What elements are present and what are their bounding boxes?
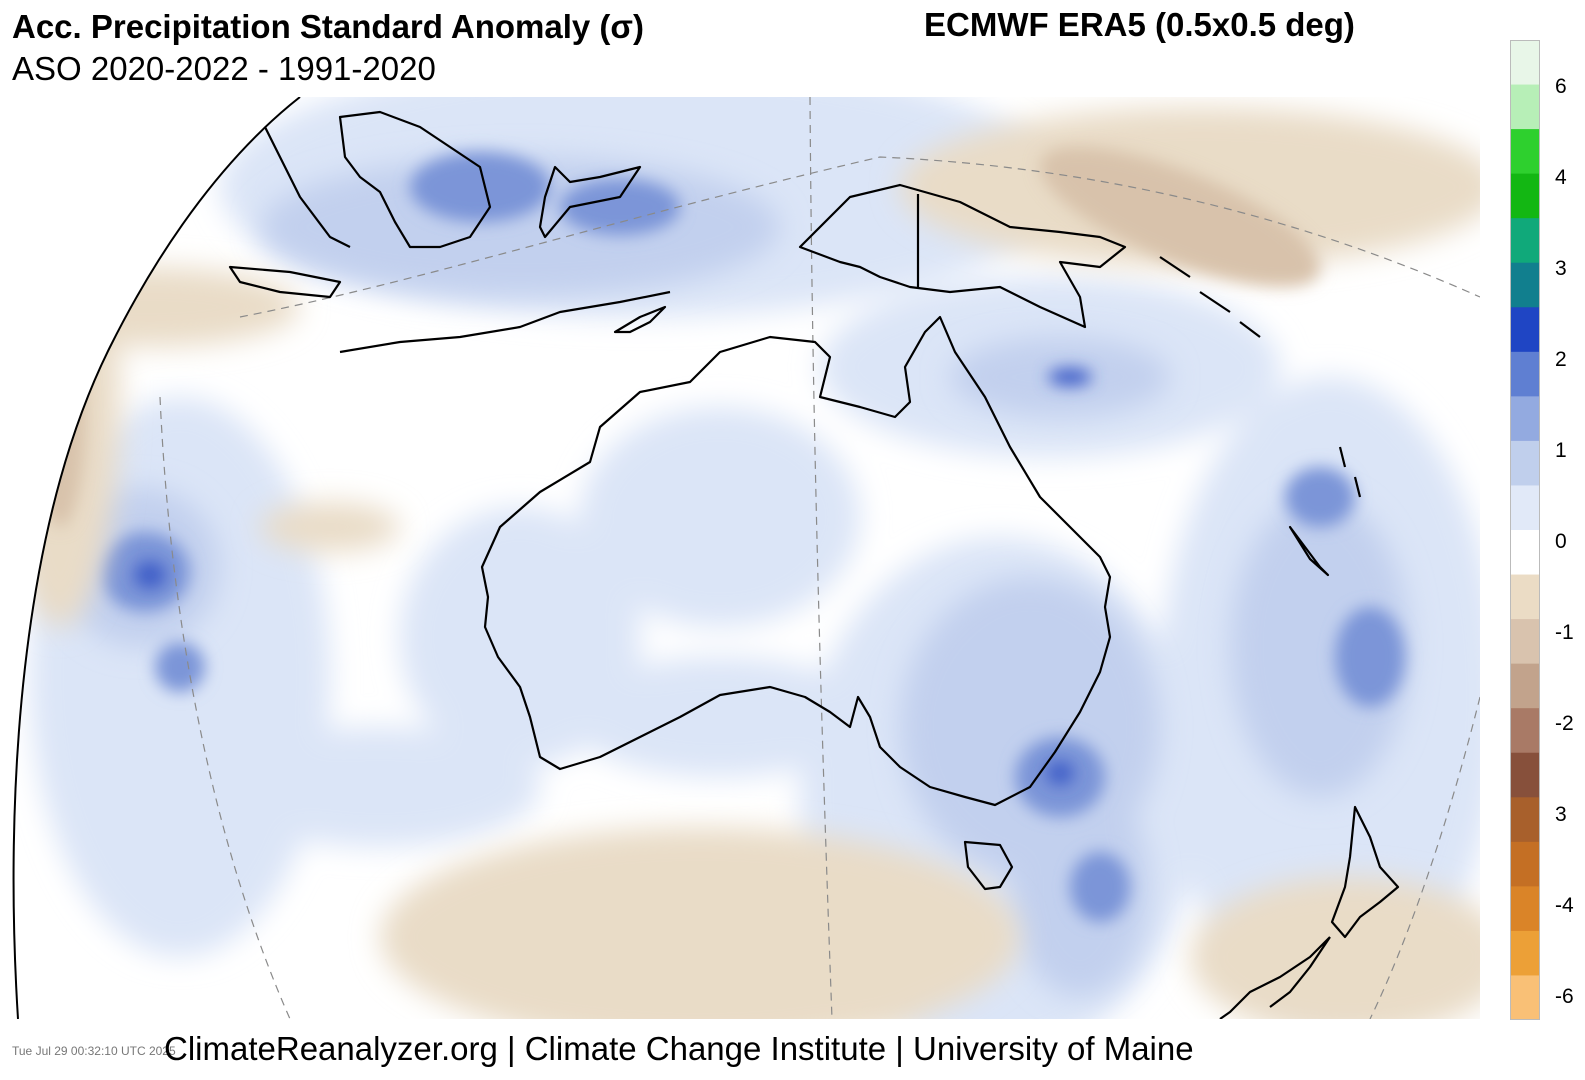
colorbar-swatch [1510,129,1540,175]
colorbar-label-neg2: -2 [1555,712,1574,735]
colorbar-label-neg6: -6 [1555,985,1574,1008]
colorbar-swatch [1510,886,1540,932]
colorbar-swatch [1510,975,1540,1020]
coastlines [228,97,1400,1019]
colorbar-swatch [1510,485,1540,531]
globe-edge [12,97,301,1019]
sulawesi [538,165,642,239]
colorbar-label-1: 1 [1555,439,1567,462]
colorbar-swatch [1510,663,1540,709]
borneo [338,110,492,249]
australia-outline [480,315,1112,807]
timestamp: Tue Jul 29 00:32:10 UTC 2025 [12,1044,176,1058]
colorbar-swatch [1510,396,1540,442]
new-zealand-north [1330,805,1400,939]
colorbar-swatches [1510,40,1540,1020]
colorbar-label-neg1: -1 [1555,621,1574,644]
colorbar-swatch [1510,752,1540,798]
colorbar-swatch [1510,351,1540,397]
colorbar-label-3: 3 [1555,257,1567,280]
anomaly-map [12,97,1480,1019]
colorbar-swatch [1510,530,1540,576]
colorbar-swatch [1510,841,1540,887]
new-guinea-outline [798,183,1127,329]
colorbar-swatch [1510,218,1540,264]
colorbar-swatch [1510,84,1540,130]
lesser-sunda [339,290,671,354]
dataset-label: ECMWF ERA5 (0.5x0.5 deg) [924,6,1355,43]
colorbar-label-0: 0 [1555,530,1567,553]
tasmania-outline [963,840,1014,891]
colorbar-swatch [1510,262,1540,308]
graticule-lines [159,97,1480,1019]
colorbar [1510,40,1540,1020]
colorbar-swatch [1510,930,1540,976]
new-zealand-south [1219,936,1331,1019]
colorbar-swatch [1510,40,1540,86]
map-subtitle: ASO 2020-2022 - 1991-2020 [12,50,436,87]
colorbar-label-2: 2 [1555,348,1567,371]
timor [613,305,667,334]
solomon-islands [1159,256,1261,338]
colorbar-label-6: 6 [1555,75,1567,98]
new-caledonia [1288,525,1330,577]
colorbar-label-4: 4 [1555,166,1567,189]
colorbar-swatch [1510,307,1540,353]
colorbar-swatch [1510,173,1540,219]
colorbar-swatch [1510,574,1540,620]
colorbar-swatch [1510,797,1540,843]
colorbar-label-neg3: 3 [1555,803,1567,826]
map-title: Acc. Precipitation Standard Anomaly (σ) [12,8,644,45]
vanuatu [1338,446,1362,498]
credit-line: ClimateReanalyzer.org | Climate Change I… [164,1030,1194,1067]
colorbar-swatch [1510,440,1540,486]
colorbar-label-neg4: -4 [1555,894,1574,917]
colorbar-swatch [1510,619,1540,665]
java [228,265,342,299]
colorbar-swatch [1510,708,1540,754]
